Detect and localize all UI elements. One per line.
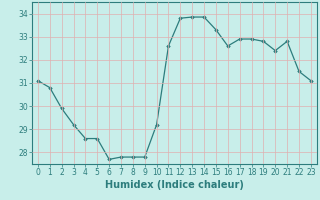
X-axis label: Humidex (Indice chaleur): Humidex (Indice chaleur) xyxy=(105,180,244,190)
